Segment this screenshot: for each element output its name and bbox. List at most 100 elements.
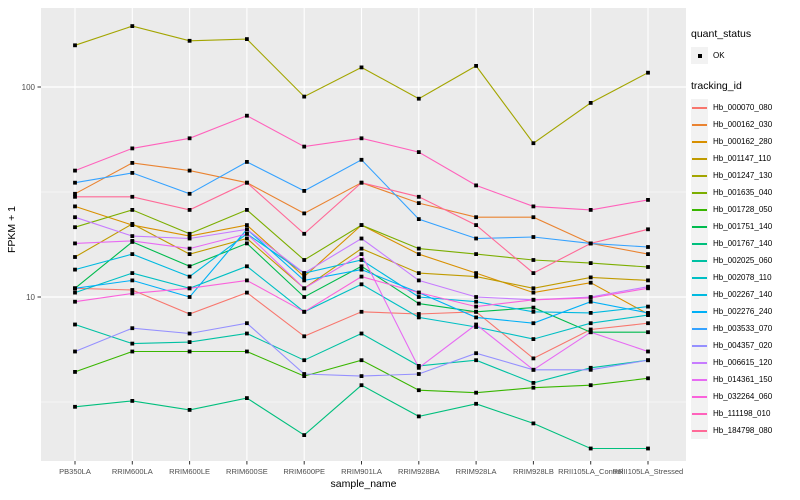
data-point [531,286,536,291]
data-point [359,65,364,70]
data-point [474,309,478,314]
data-point [245,241,249,246]
data-point [416,414,421,419]
legend-line-icon [692,344,707,347]
data-point [359,383,364,388]
data-point [245,349,249,354]
legend-item-Hb_002025_060: Hb_002025_060 [691,252,799,269]
data-point [359,358,364,363]
data-point [474,322,478,327]
data-point [474,215,478,220]
data-point [416,301,421,306]
legend-title-quant-status: quant_status [691,28,752,40]
data-point [416,150,421,154]
data-point [187,331,192,336]
data-point [646,198,650,202]
data-point [130,208,135,212]
data-point [302,274,307,279]
data-point [130,222,135,226]
data-point [73,349,77,354]
data-point [416,201,421,205]
data-point [245,264,249,269]
data-point [359,374,364,378]
data-point [187,208,192,212]
data-point [130,171,135,175]
data-point [302,278,307,283]
legend-item-Hb_002276_240: Hb_002276_240 [691,303,799,320]
data-point [646,330,650,335]
data-point [245,208,249,212]
data-point [130,194,135,199]
data-point [359,252,364,256]
data-point [187,274,192,279]
legend-item-label: Hb_000162_280 [713,137,773,146]
legend-key-swatch [691,184,708,201]
data-point [531,258,536,262]
legend-item-label: Hb_000070_080 [713,103,773,112]
data-point [187,38,192,43]
legend-item-Hb_004357_020: Hb_004357_020 [691,337,799,354]
data-point [302,144,307,149]
data-point [245,236,249,241]
legend-line-icon [692,259,707,262]
data-point [245,37,249,41]
data-point [416,194,421,199]
data-point [245,396,249,400]
legend-item-label: Hb_002276_240 [713,307,773,316]
data-point [187,252,192,256]
data-point [302,372,307,376]
legend-item-Hb_000070_080: Hb_000070_080 [691,99,799,116]
data-point [187,295,192,299]
data-point [245,180,249,185]
legend-key-swatch [691,320,708,337]
x-axis-title: sample_name [330,478,397,490]
data-point [416,252,421,256]
legend-item-Hb_002267_140: Hb_002267_140 [691,286,799,303]
data-point [416,246,421,251]
data-point [359,180,364,185]
legend-key-swatch [691,116,708,133]
y-axis-title: FPKM + 1 [6,206,18,253]
legend-key-swatch [691,354,708,371]
x-tick-label: RRIM600LA [112,467,153,476]
data-point [531,297,536,302]
data-point [646,446,650,451]
data-point [130,288,135,292]
data-point [73,286,77,291]
data-point [474,295,478,299]
data-point [73,241,77,246]
data-point [73,404,77,409]
data-point [416,365,421,370]
legend-item-label: Hb_002078_110 [713,273,772,282]
legend-key-swatch [691,235,708,252]
data-point [474,325,478,329]
data-point [359,264,364,269]
legend-key-swatch [691,133,708,150]
legend-item-Hb_000162_030: Hb_000162_030 [691,116,799,133]
legend-line-icon [692,106,707,109]
legend-item-Hb_003533_070: Hb_003533_070 [691,320,799,337]
data-point [531,356,536,361]
x-tick-label: RRIM928BA [398,467,440,476]
legend-key-swatch [691,303,708,320]
data-point [588,261,593,265]
data-point [359,331,364,336]
legend-line-icon [692,395,707,398]
data-point [416,312,421,316]
data-point [474,401,478,406]
data-point [646,278,650,283]
data-point [359,309,364,314]
legend-item-label: Hb_001728_050 [713,205,773,214]
data-point [187,286,192,291]
data-point [302,211,307,216]
data-point [130,291,135,296]
data-point [187,236,192,241]
x-tick-label: RRIM928LA [456,467,497,476]
data-point [73,370,77,374]
data-point [187,136,192,141]
data-point [359,136,364,141]
data-point [588,101,593,105]
legend-line-icon [692,242,707,245]
data-point [73,225,77,230]
